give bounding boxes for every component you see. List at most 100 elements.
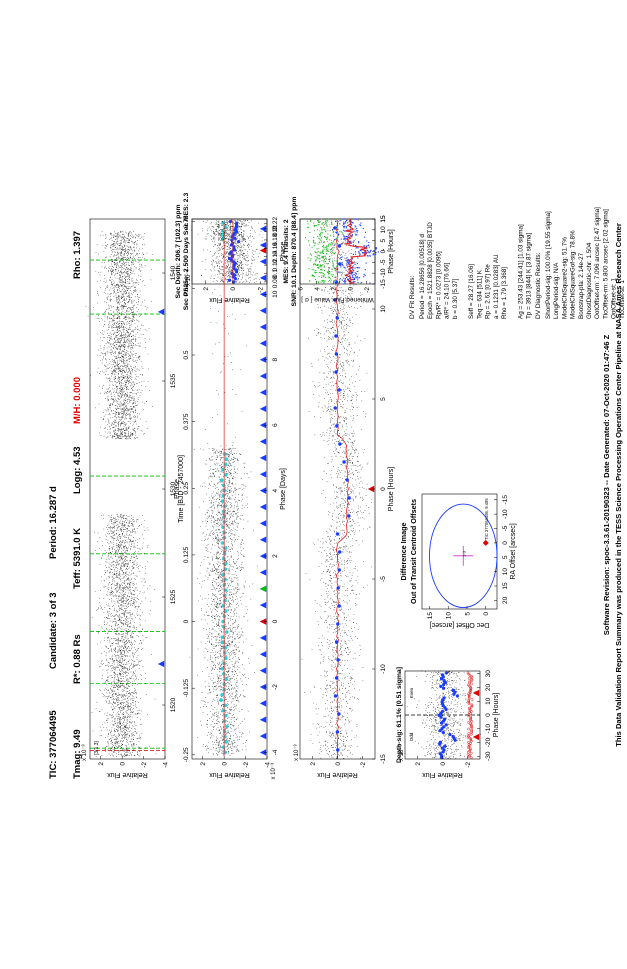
data-point	[119, 529, 121, 531]
data-point	[117, 306, 118, 308]
data-point	[116, 638, 118, 640]
data-point	[104, 431, 106, 433]
data-point	[118, 741, 119, 742]
data-point	[124, 289, 125, 291]
data-point	[112, 724, 114, 726]
data-point	[114, 361, 116, 363]
data-point	[101, 558, 103, 559]
data-point	[119, 719, 121, 720]
data-point	[124, 534, 126, 536]
data-point	[117, 637, 119, 639]
data-point	[127, 246, 129, 247]
data-point	[109, 361, 111, 363]
tmag: Tmag: 9.49	[72, 729, 83, 779]
data-point	[104, 624, 106, 625]
data-point	[111, 586, 112, 588]
data-point	[113, 426, 114, 428]
data-point	[125, 623, 126, 624]
data-point	[120, 524, 122, 526]
data-point	[98, 349, 99, 351]
data-point	[127, 755, 129, 756]
data-point	[129, 589, 131, 590]
data-point	[118, 697, 119, 698]
data-point	[119, 709, 121, 710]
data-point	[111, 263, 112, 265]
data-point	[122, 261, 124, 263]
data-point	[118, 430, 119, 432]
data-point	[130, 525, 132, 526]
data-point	[123, 671, 124, 673]
data-point	[116, 232, 118, 234]
data-point	[133, 320, 135, 321]
data-point	[125, 733, 127, 735]
data-point	[125, 397, 126, 399]
data-point	[135, 564, 137, 566]
data-point	[120, 259, 122, 260]
data-point	[130, 377, 131, 379]
data-point	[116, 388, 118, 389]
data-point	[111, 410, 112, 412]
data-point	[116, 533, 117, 534]
data-point	[123, 614, 125, 616]
data-point	[113, 686, 114, 688]
data-point	[132, 691, 134, 693]
data-point	[110, 572, 111, 573]
data-point	[111, 425, 112, 426]
data-point	[127, 613, 129, 614]
data-point	[120, 564, 122, 566]
data-point	[132, 745, 134, 747]
data-point	[141, 390, 143, 391]
data-point	[114, 249, 116, 251]
data-point	[120, 620, 122, 621]
data-point	[106, 722, 108, 723]
data-point	[126, 723, 128, 724]
data-point	[129, 692, 130, 693]
data-point	[123, 587, 125, 589]
data-point	[121, 252, 122, 253]
data-point	[124, 637, 126, 639]
data-point	[108, 701, 110, 702]
data-point	[110, 665, 111, 667]
data-point	[125, 436, 127, 437]
data-point	[129, 596, 130, 598]
data-point	[114, 565, 116, 567]
data-point	[125, 667, 126, 669]
data-point	[121, 544, 122, 546]
data-point	[123, 369, 125, 371]
data-point	[113, 262, 115, 263]
data-points	[91, 514, 157, 757]
data-point	[114, 285, 116, 286]
data-point	[128, 525, 130, 526]
data-point	[115, 368, 117, 369]
data-point	[119, 626, 120, 628]
data-point	[115, 529, 117, 531]
data-point	[108, 543, 110, 545]
data-point	[139, 264, 141, 266]
data-point	[121, 372, 123, 374]
data-point	[118, 633, 119, 635]
data-point	[137, 284, 139, 286]
data-point	[113, 616, 114, 617]
data-point	[122, 351, 124, 352]
data-point	[131, 594, 133, 595]
data-point	[121, 243, 122, 244]
data-point	[109, 232, 111, 234]
data-point	[105, 310, 107, 312]
data-point	[115, 357, 117, 359]
data-point	[130, 384, 132, 386]
data-point	[129, 623, 131, 624]
data-point	[120, 402, 122, 404]
data-point	[99, 666, 100, 668]
data-point	[130, 706, 131, 708]
data-point	[119, 360, 121, 362]
data-point	[131, 518, 132, 519]
data-point	[118, 710, 119, 712]
data-point	[116, 584, 118, 585]
data-point	[117, 563, 118, 565]
data-point	[130, 548, 131, 549]
data-point	[104, 267, 105, 269]
data-point	[121, 652, 122, 653]
data-point	[132, 329, 134, 331]
data-point	[105, 681, 106, 683]
data-point	[122, 260, 123, 261]
